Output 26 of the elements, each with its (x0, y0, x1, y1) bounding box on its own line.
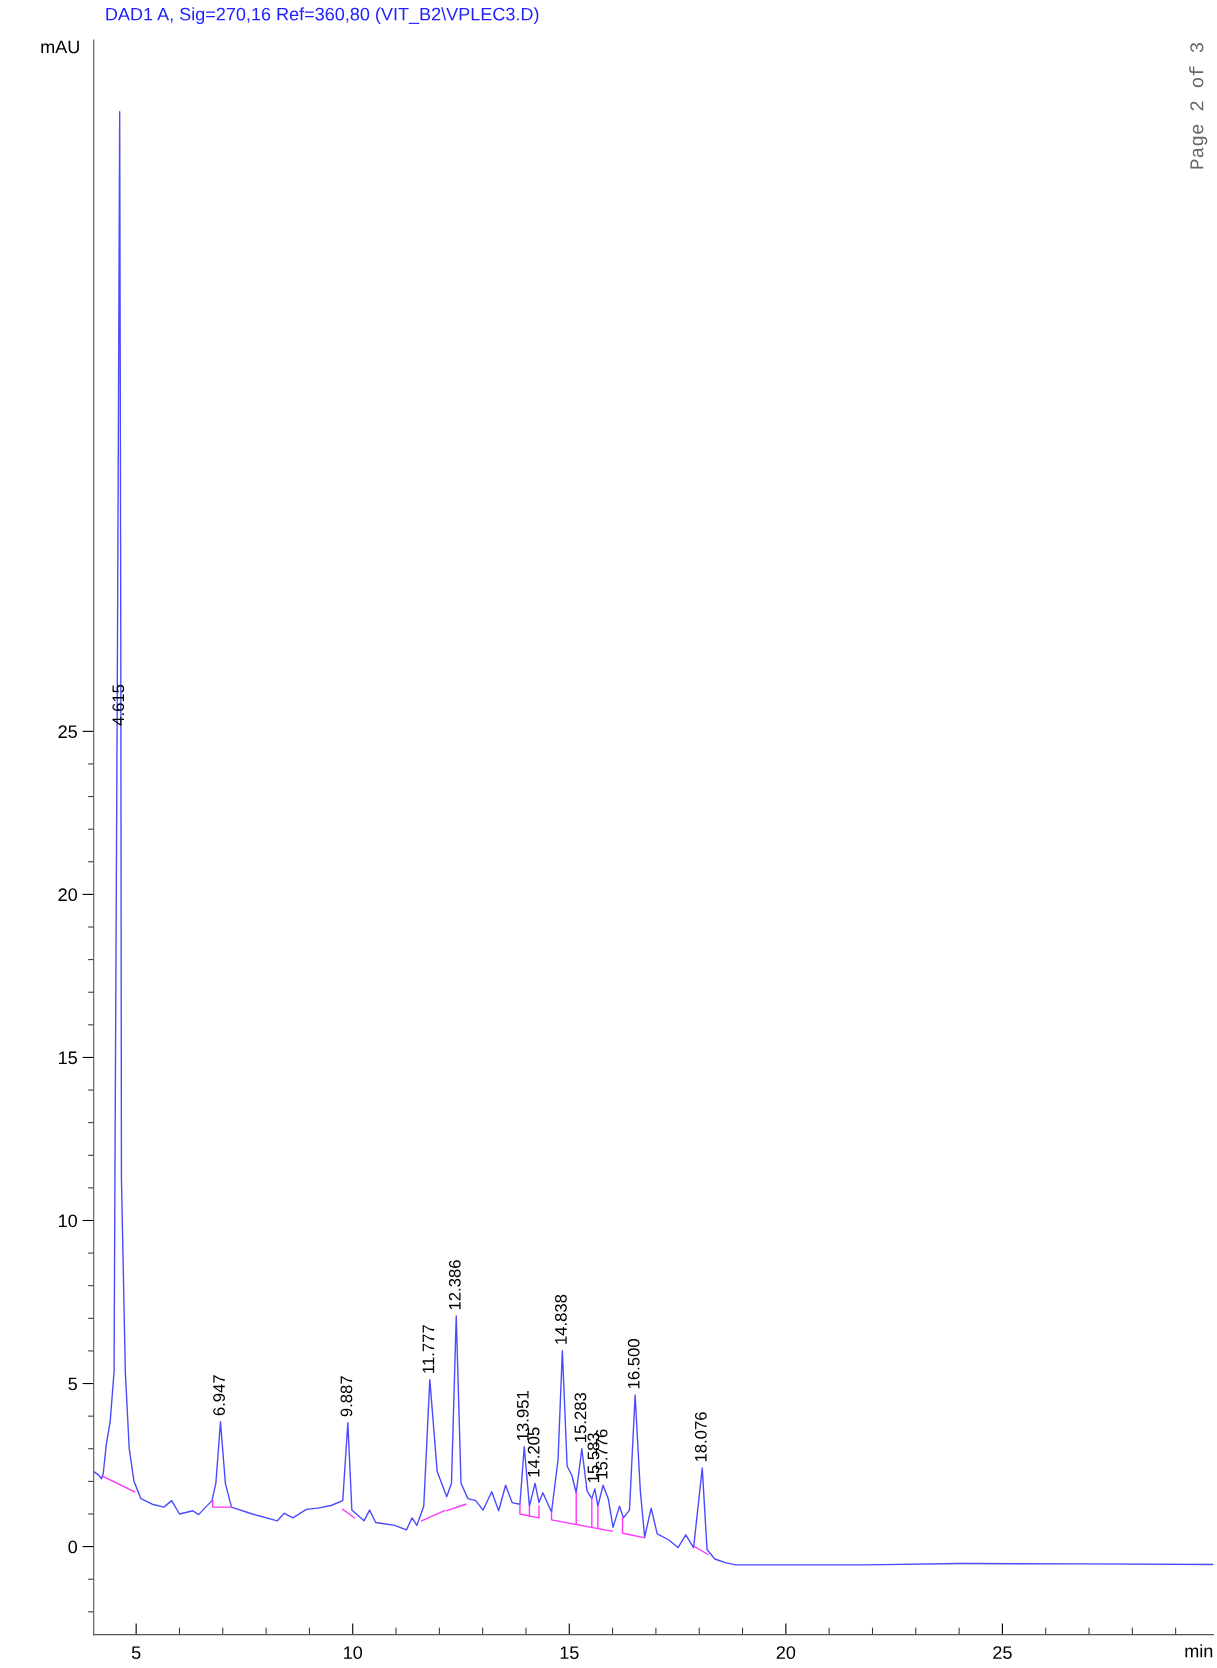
annotation: 12.386 (448, 1260, 461, 1310)
y-axis-title: mAU (41, 40, 79, 54)
annotation: 6.947 (213, 1375, 225, 1416)
x-tick-label: 20 (776, 1646, 796, 1660)
y-tick-label: 15 (59, 1051, 77, 1065)
annotation: Page 2 of 3 (1189, 42, 1208, 169)
annotation: 14.838 (555, 1294, 567, 1344)
annotation: 13.951 (516, 1391, 529, 1440)
x-tick-label: 5 (131, 1646, 141, 1660)
annotation: 16.500 (627, 1339, 640, 1389)
annotation: 11.777 (422, 1325, 435, 1373)
y-tick-label: 10 (59, 1214, 78, 1228)
annotation: 18.076 (694, 1412, 707, 1462)
x-axis-title: min (1185, 1644, 1213, 1658)
y-tick-label: 20 (58, 888, 78, 902)
annotation: 15.283 (574, 1392, 587, 1442)
x-tick-label: 15 (560, 1646, 579, 1660)
annotation: 4.615 (112, 684, 125, 726)
y-tick-label: 0 (68, 1540, 78, 1554)
y-tick-label: 25 (58, 725, 77, 739)
annotation: 9.887 (340, 1376, 353, 1417)
chart-title: DAD1 A, Sig=270,16 Ref=360,80 (VIT_B2\VPLEC3.D) (106, 7, 539, 25)
annotation: 14.205 (527, 1427, 540, 1477)
y-tick-label: 5 (68, 1377, 77, 1391)
x-tick-label: 10 (344, 1646, 363, 1660)
x-tick-label: 25 (993, 1646, 1012, 1660)
